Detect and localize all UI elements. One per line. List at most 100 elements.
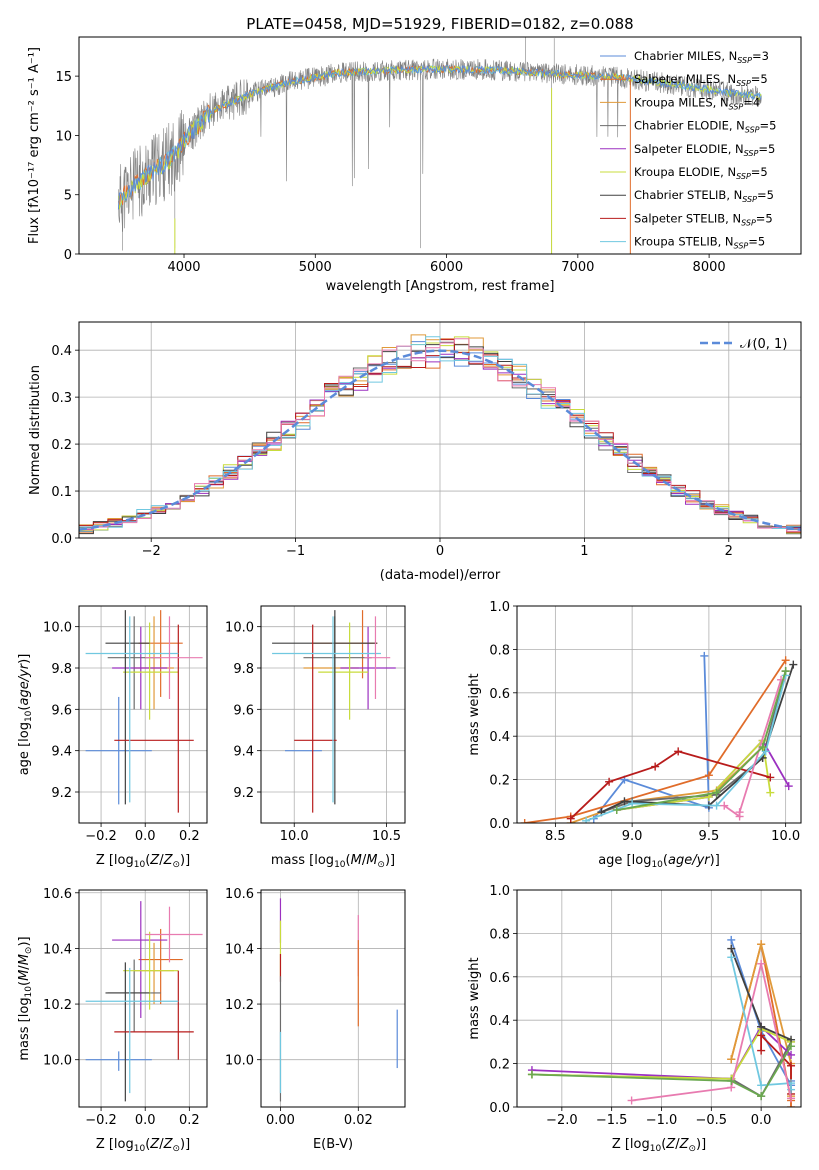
- label-part: )]: [180, 1137, 190, 1152]
- label-part: /: [159, 1137, 164, 1152]
- label-part: Z [log: [96, 1137, 134, 1152]
- legend-subscript: SSP: [741, 218, 756, 227]
- label-part: ⊙: [688, 1144, 696, 1154]
- y-tick-label: 10.0: [225, 1054, 254, 1069]
- x-axis-label: Z [log10(Z/Z⊙)]: [96, 853, 190, 870]
- weight-series-green: [531, 1045, 792, 1098]
- y-tick-label: 0.0: [489, 1101, 510, 1116]
- chart-mass_vs_ebv: 0.00 0.02 10.0 10.2 10.4 10.6 E(B-V): [225, 887, 406, 1152]
- x-axis-label: Z [log10(Z/Z⊙)]: [612, 1137, 706, 1154]
- spectrum-lines: [117, 37, 762, 254]
- errorbars: [85, 901, 203, 1102]
- x-tick-label: 2: [725, 544, 733, 559]
- axes-frame: [516, 605, 802, 824]
- x-tick-label: 8000: [693, 260, 726, 275]
- y-tick-label: 9.4: [233, 745, 254, 760]
- y-tick-label: 0.3: [51, 391, 72, 406]
- label-part: (: [145, 853, 150, 868]
- y-axis-label: mass [log10(M/M⊙)]: [17, 936, 34, 1060]
- weight-series-chabrier_elodie: [601, 670, 787, 813]
- axes-frame: [78, 889, 208, 1108]
- y-tick-label: 0.8: [489, 643, 510, 658]
- chart-weight_vs_Z: −2.0 −1.5 −1.0 −0.5 0.0 0.0 0.2 0.4 0.6 0.8 1.0 mas…: [467, 884, 802, 1154]
- label-part: 10: [650, 1144, 662, 1154]
- y-tick-label: 0.2: [489, 774, 510, 789]
- y-tick-label: 10.0: [225, 621, 254, 636]
- label-part: /: [159, 853, 164, 868]
- y-tick-label: 9.2: [51, 786, 72, 801]
- legend-subscript: SSP: [729, 102, 744, 111]
- x-tick-label: −1: [286, 544, 305, 559]
- axes-frame: [260, 605, 406, 824]
- y-tick-label: 9.8: [233, 662, 254, 677]
- x-tick-label: 0.02: [344, 1113, 373, 1128]
- y-tick-label: 10.2: [43, 998, 72, 1013]
- legend-entry: Chabrier MILES, NSSP=3: [634, 49, 769, 65]
- legend-tail: =5: [757, 188, 774, 202]
- legend-entry: Kroupa STELIB, NSSP=5: [634, 235, 765, 251]
- legend-tail: =5: [758, 142, 775, 156]
- x-tick-label: 5000: [299, 260, 332, 275]
- label-part: 10: [24, 986, 34, 998]
- legend-tail: =5: [748, 235, 765, 249]
- x-tick-label: −2.0: [546, 1113, 578, 1128]
- y-tick-label: 10.4: [225, 942, 254, 957]
- chart-mass_vs_Z: −0.2 0.0 0.210.010.210.410.6Z [log10(Z/Z⊙)…: [17, 887, 208, 1154]
- y-axis-label: mass weight: [467, 673, 482, 755]
- y-tick-label: 10.6: [43, 887, 72, 902]
- y-tick-label: 1.0: [489, 884, 510, 899]
- x-tick-label: −0.5: [696, 1113, 728, 1128]
- legend-entry: Chabrier ELODIE, NSSP=5: [634, 119, 776, 135]
- label-part: mass [log: [271, 853, 334, 868]
- label-part: )]: [385, 853, 395, 868]
- x-tick-label: 4000: [167, 260, 200, 275]
- label-part: Z: [679, 1137, 690, 1152]
- label-part: )]: [17, 936, 32, 946]
- label-part: M: [351, 853, 362, 868]
- x-tick-label: 0.0: [751, 1113, 772, 1128]
- x-axis-label: mass [log10(M/M⊙)]: [271, 853, 395, 870]
- legend-subscript: SSP: [742, 195, 757, 204]
- weight-series-pink: [723, 679, 782, 819]
- y-axis-label: Flux [fλ10⁻¹⁷ erg cm⁻² s⁻¹ A⁻¹]: [27, 47, 42, 244]
- label-part: /: [17, 965, 32, 970]
- y-tick-label: 9.2: [233, 786, 254, 801]
- label-part: Z: [163, 1137, 174, 1152]
- errorbars: [272, 610, 396, 813]
- legend-tail: =4: [743, 95, 760, 109]
- y-tick-label: 0.4: [489, 1014, 510, 1029]
- errorbars: [85, 610, 203, 813]
- label-part: Z [log: [612, 1137, 650, 1152]
- x-axis-label: E(B-V): [313, 1137, 353, 1152]
- x-tick-label: −0.2: [85, 1113, 117, 1128]
- legend-subscript: SSP: [744, 149, 759, 158]
- errorbars: [279, 898, 398, 1102]
- legend-entry: Salpeter ELODIE, NSSP=5: [634, 142, 775, 158]
- y-tick-label: 10.0: [43, 621, 72, 636]
- label-part: 10: [334, 860, 346, 870]
- y-axis-label: mass weight: [467, 957, 482, 1039]
- legend-entry: Chabrier STELIB, NSSP=5: [634, 188, 774, 204]
- legend-tail: =5: [751, 165, 768, 179]
- gaussian-curve: [79, 349, 801, 532]
- label-part: (: [17, 706, 32, 711]
- axes-frame: [78, 36, 802, 255]
- histogram-steps: [79, 334, 801, 535]
- y-tick-label: 10.0: [43, 1054, 72, 1069]
- y-tick-label: 9.4: [51, 745, 72, 760]
- weight-series-chabrier_miles: [593, 655, 710, 820]
- x-tick-label: 0: [436, 544, 444, 559]
- x-axis-label: (data-model)/error: [380, 568, 501, 583]
- y-axis-label: age [log10(age/yr)]: [17, 654, 34, 776]
- legend-tail: =5: [751, 72, 768, 86]
- label-part: Z: [163, 853, 174, 868]
- y-tick-label: 0: [64, 248, 72, 263]
- x-tick-label: 0.2: [179, 829, 200, 844]
- histogram-pink: [79, 338, 801, 533]
- x-tick-label: 9.0: [622, 829, 643, 844]
- y-tick-label: 0.6: [489, 971, 510, 986]
- label-part: age/yr: [17, 662, 32, 705]
- y-tick-label: 10.6: [225, 887, 254, 902]
- label-part: 10: [134, 1144, 146, 1154]
